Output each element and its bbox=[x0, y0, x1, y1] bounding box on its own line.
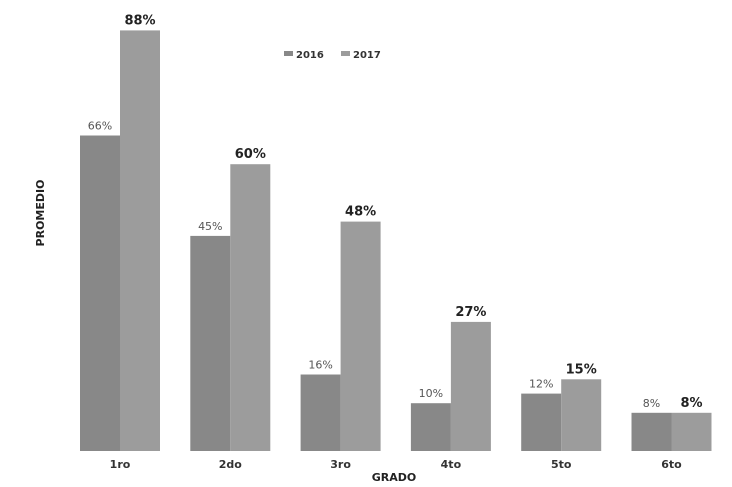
x-tick-label-1ro: 1ro bbox=[110, 458, 131, 471]
value-labels-layer: 66% 88% 45% 60% 16% 48% 10% 27% 12% 15% 8% 8% bbox=[88, 13, 703, 410]
value-label-2016-2do: 45% bbox=[198, 220, 222, 233]
value-label-2016-3ro: 16% bbox=[308, 359, 332, 372]
bar-2016-6to bbox=[631, 412, 672, 451]
bar-2016-3ro bbox=[300, 374, 341, 451]
bar-2017-6to bbox=[671, 412, 712, 451]
x-tick-label-4to: 4to bbox=[441, 458, 462, 471]
bar-2017-4to bbox=[450, 321, 491, 451]
bar-2017-5to bbox=[561, 379, 602, 451]
value-label-2017-3ro: 48% bbox=[345, 205, 376, 220]
x-tick-labels-layer: 1ro 2do 3ro 4to 5to 6to bbox=[110, 458, 682, 471]
legend: 2016 2017 bbox=[284, 50, 381, 61]
x-tick-label-2do: 2do bbox=[219, 458, 243, 471]
x-tick-label-6to: 6to bbox=[661, 458, 682, 471]
bar-2016-1ro bbox=[80, 135, 120, 451]
value-label-2016-4to: 10% bbox=[419, 387, 443, 400]
bar-2016-4to bbox=[410, 403, 451, 451]
legend-label-2017: 2017 bbox=[353, 50, 381, 61]
x-axis-title: GRADO bbox=[372, 471, 417, 484]
bar-2017-2do bbox=[230, 164, 271, 451]
legend-label-2016: 2016 bbox=[296, 50, 324, 61]
value-label-2016-6to: 8% bbox=[643, 397, 660, 410]
bars-layer bbox=[80, 30, 712, 452]
value-label-2017-2do: 60% bbox=[235, 147, 266, 162]
legend-swatch-2016 bbox=[284, 51, 293, 56]
bar-2016-5to bbox=[521, 393, 562, 451]
x-tick-label-5to: 5to bbox=[551, 458, 572, 471]
value-label-2017-6to: 8% bbox=[680, 396, 702, 411]
value-label-2016-5to: 12% bbox=[529, 378, 553, 391]
x-tick-label-3ro: 3ro bbox=[330, 458, 351, 471]
value-label-2016-1ro: 66% bbox=[88, 120, 112, 133]
value-label-2017-1ro: 88% bbox=[124, 13, 155, 28]
value-label-2017-4to: 27% bbox=[455, 305, 486, 320]
bar-2017-3ro bbox=[340, 221, 381, 451]
bar-2016-2do bbox=[190, 235, 231, 451]
y-axis-title: PROMEDIO bbox=[34, 180, 47, 247]
legend-swatch-2017 bbox=[341, 51, 350, 56]
bar-2017-1ro bbox=[120, 30, 160, 452]
value-label-2017-5to: 15% bbox=[566, 362, 597, 377]
